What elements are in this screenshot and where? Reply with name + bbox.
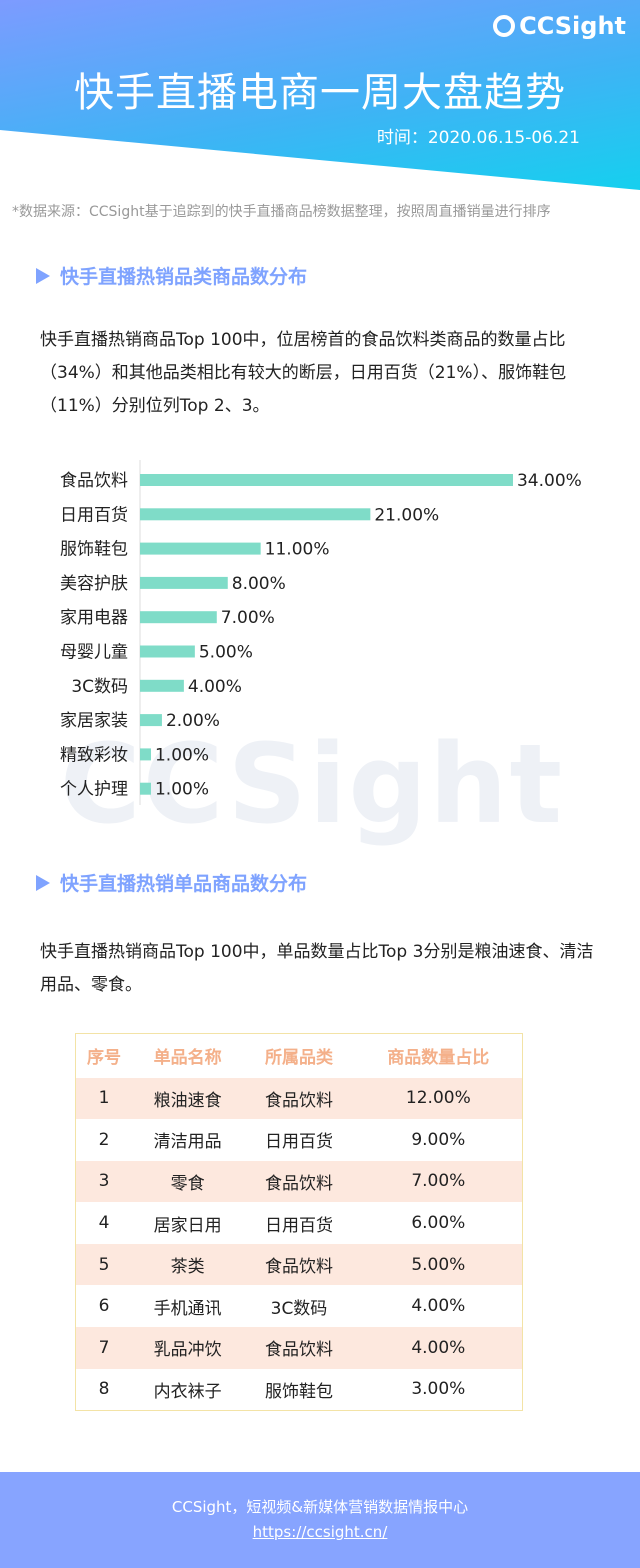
category-label: 3C数码 xyxy=(71,677,128,697)
category-label: 母婴儿童 xyxy=(60,643,128,663)
category-label: 日用百货 xyxy=(60,505,128,525)
cell-rank: 3 xyxy=(98,1171,110,1192)
cell-rank: 1 xyxy=(98,1088,110,1109)
value-label: 7.00% xyxy=(221,608,275,628)
cell-item: 粮油速食 xyxy=(153,1090,222,1111)
bar xyxy=(140,542,261,555)
section-text-category: 快手直播热销商品Top 100中，位居榜首的食品饮料类商品的数量占比（34%）和… xyxy=(40,330,567,416)
bar xyxy=(140,576,228,589)
cell-category: 食品饮料 xyxy=(264,1173,333,1194)
value-label: 1.00% xyxy=(155,745,209,765)
cell-category: 食品饮料 xyxy=(264,1340,333,1361)
value-label: 8.00% xyxy=(232,574,286,594)
logo: CCSight xyxy=(493,12,626,40)
value-label: 4.00% xyxy=(188,677,242,697)
section-title: 快手直播热销单品商品数分布 xyxy=(60,873,308,895)
header-item: 单品名称 xyxy=(153,1048,222,1069)
logo-icon xyxy=(493,15,516,37)
data-source-note: *数据来源：CCSight基于追踪到的快手直播商品榜数据整理，按照周直播销量进行… xyxy=(12,204,551,220)
footer: CCSight，短视频&新媒体营销数据情报中心 https://ccsight.… xyxy=(0,1472,640,1568)
category-label: 精致彩妆 xyxy=(60,745,128,765)
cell-category: 食品饮料 xyxy=(264,1090,333,1111)
table-row: 5 茶类 食品饮料 5.00% xyxy=(75,1243,523,1286)
bar xyxy=(140,782,151,795)
header-share: 商品数量占比 xyxy=(387,1048,490,1069)
header-category: 所属品类 xyxy=(264,1048,333,1069)
cell-share: 3.00% xyxy=(411,1379,466,1400)
category-label: 家用电器 xyxy=(60,608,128,628)
table-row: 7 乳品冲饮 食品饮料 4.00% xyxy=(75,1327,523,1369)
cell-share: 5.00% xyxy=(411,1254,466,1275)
value-label: 11.00% xyxy=(265,540,330,560)
table-row: 4 居家日用 日用百货 6.00% xyxy=(76,1202,523,1244)
cell-rank: 5 xyxy=(98,1254,110,1275)
cell-category: 3C数码 xyxy=(270,1298,328,1319)
table-header-row: 序号 单品名称 所属品类 商品数量占比 xyxy=(76,1034,523,1078)
item-table: 序号 单品名称 所属品类 商品数量占比 1 粮油速食 食品饮料 12.00% 2 清洁用品… xyxy=(75,1033,523,1411)
bar xyxy=(140,611,217,624)
value-label: 2.00% xyxy=(166,711,220,731)
table-row: 6 手机通讯 3C数码 4.00% xyxy=(76,1285,523,1327)
table-row: 8 内衣袜子 服饰鞋包 3.00% xyxy=(76,1369,523,1411)
value-label: 21.00% xyxy=(374,505,439,525)
category-label: 食品饮料 xyxy=(60,471,128,491)
bar xyxy=(140,508,371,521)
cell-rank: 7 xyxy=(98,1337,110,1358)
value-label: 34.00% xyxy=(517,471,582,491)
cell-item: 居家日用 xyxy=(153,1215,222,1236)
cell-share: 6.00% xyxy=(411,1213,466,1234)
cell-rank: 8 xyxy=(98,1379,110,1400)
bar xyxy=(140,645,195,658)
cell-share: 9.00% xyxy=(411,1129,466,1150)
value-label: 1.00% xyxy=(155,780,209,800)
page-title: 快手直播电商一周大盘趋势 xyxy=(74,70,566,116)
bar xyxy=(140,474,513,486)
cell-rank: 4 xyxy=(98,1213,110,1234)
category-label: 家居家装 xyxy=(60,711,128,731)
triangle-icon xyxy=(36,874,50,891)
category-bar-chart: 食品饮料 34.00% 日用百货 21.00% 服饰鞋包 11.00% 美容护肤 8.00% 家… xyxy=(60,460,582,805)
table-row: 1 粮油速食 食品饮料 12.00% xyxy=(75,1077,523,1120)
cell-rank: 6 xyxy=(98,1296,110,1317)
cell-item: 手机通讯 xyxy=(153,1298,222,1319)
cell-share: 4.00% xyxy=(411,1296,466,1317)
header-rank: 序号 xyxy=(86,1048,121,1069)
category-label: 美容护肤 xyxy=(60,574,128,594)
date-range: 时间：2020.06.15-06.21 xyxy=(376,128,580,148)
section-heading-item: 快手直播热销单品商品数分布 xyxy=(36,869,307,896)
bar xyxy=(140,748,151,761)
cell-item: 茶类 xyxy=(170,1257,205,1278)
cell-category: 食品饮料 xyxy=(264,1257,333,1278)
cell-item: 清洁用品 xyxy=(153,1132,222,1153)
cell-share: 4.00% xyxy=(411,1337,466,1358)
section-title: 快手直播热销品类商品数分布 xyxy=(60,266,308,288)
category-label: 服饰鞋包 xyxy=(60,540,128,560)
section-heading-category: 快手直播热销品类商品数分布 xyxy=(36,262,307,289)
cell-rank: 2 xyxy=(98,1129,110,1150)
cell-item: 内衣袜子 xyxy=(153,1381,222,1402)
cell-item: 乳品冲饮 xyxy=(153,1340,222,1361)
table-row: 3 零食 食品饮料 7.00% xyxy=(75,1160,523,1203)
cell-category: 服饰鞋包 xyxy=(264,1381,333,1402)
bar xyxy=(140,714,162,727)
category-label: 个人护理 xyxy=(60,780,128,800)
footer-link[interactable]: https://ccsight.cn/ xyxy=(252,1523,388,1541)
cell-share: 12.00% xyxy=(405,1088,471,1109)
cell-category: 日用百货 xyxy=(264,1132,333,1153)
bar xyxy=(140,679,184,692)
cell-item: 零食 xyxy=(170,1173,205,1194)
value-label: 5.00% xyxy=(199,643,253,663)
section-text-item: 快手直播热销商品Top 100中，单品数量占比Top 3分别是粮油速食、清洁用品… xyxy=(40,942,594,995)
cell-share: 7.00% xyxy=(411,1171,466,1192)
cell-category: 日用百货 xyxy=(264,1215,333,1236)
table-row: 2 清洁用品 日用百货 9.00% xyxy=(76,1119,523,1161)
logo-text: CCSight xyxy=(519,12,626,40)
footer-text: CCSight，短视频&新媒体营销数据情报中心 xyxy=(171,1498,469,1516)
triangle-icon xyxy=(36,267,50,284)
